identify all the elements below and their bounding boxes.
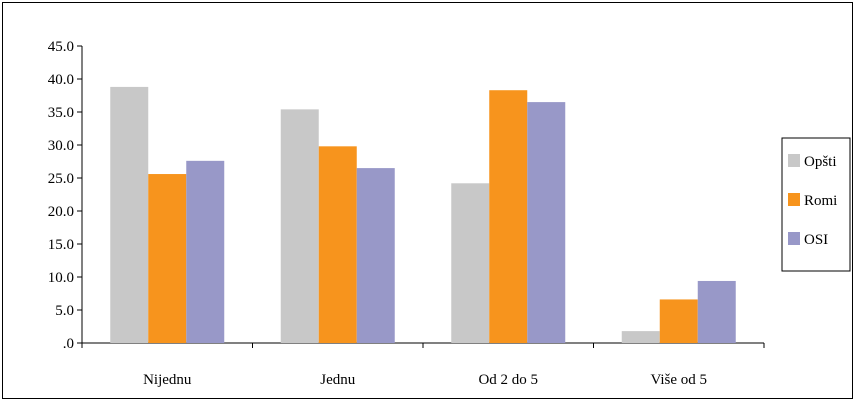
x-tick-label: Više od 5 bbox=[650, 372, 707, 388]
bars bbox=[110, 86, 736, 344]
y-tick-label: 30.0 bbox=[48, 138, 74, 154]
x-tick-label: Od 2 do 5 bbox=[478, 372, 538, 388]
bar-Opšti-Od 2 do 5 bbox=[451, 183, 490, 343]
bar-Opšti-Jednu bbox=[280, 109, 319, 343]
bar-OSI-Više od 5 bbox=[697, 280, 736, 343]
legend-swatch bbox=[788, 193, 800, 206]
x-tick-label: Nijednu bbox=[143, 372, 192, 388]
bar-OSI-Jednu bbox=[356, 168, 395, 343]
y-tick-label: .0 bbox=[63, 336, 74, 352]
bar-Romi-Više od 5 bbox=[659, 299, 698, 343]
y-tick-label: 45.0 bbox=[48, 39, 74, 55]
y-tick-label: 35.0 bbox=[48, 105, 74, 121]
y-tick-label: 15.0 bbox=[48, 237, 74, 253]
bar-Opšti-Nijednu bbox=[110, 86, 149, 344]
bar-Romi-Jednu bbox=[318, 146, 357, 343]
y-tick-labels: 45.0 40.0 35.0 30.0 25.0 20.0 15.0 10.0 5.0 .0 bbox=[48, 39, 74, 352]
bar-Romi-Od 2 do 5 bbox=[489, 90, 528, 343]
legend-label: Opšti bbox=[804, 154, 837, 170]
legend: Opšti Romi OSI bbox=[781, 137, 851, 272]
y-tick-label: 25.0 bbox=[48, 171, 74, 187]
y-tick-label: 40.0 bbox=[48, 72, 74, 88]
bar-Opšti-Više od 5 bbox=[621, 331, 660, 343]
legend-swatch bbox=[788, 154, 800, 167]
bar-OSI-Nijednu bbox=[186, 160, 225, 343]
x-tick-label: Jednu bbox=[320, 372, 355, 388]
bar-Romi-Nijednu bbox=[148, 174, 187, 343]
y-tick-label: 10.0 bbox=[48, 270, 74, 286]
legend-label: Romi bbox=[804, 193, 837, 209]
legend-swatch bbox=[788, 232, 800, 245]
legend-label: OSI bbox=[804, 232, 828, 248]
x-tick-labels: Nijednu Jednu Od 2 do 5 Više od 5 bbox=[143, 372, 707, 388]
bar-OSI-Od 2 do 5 bbox=[527, 102, 566, 343]
y-tick-label: 20.0 bbox=[48, 204, 74, 220]
y-tick-label: 5.0 bbox=[55, 303, 74, 319]
